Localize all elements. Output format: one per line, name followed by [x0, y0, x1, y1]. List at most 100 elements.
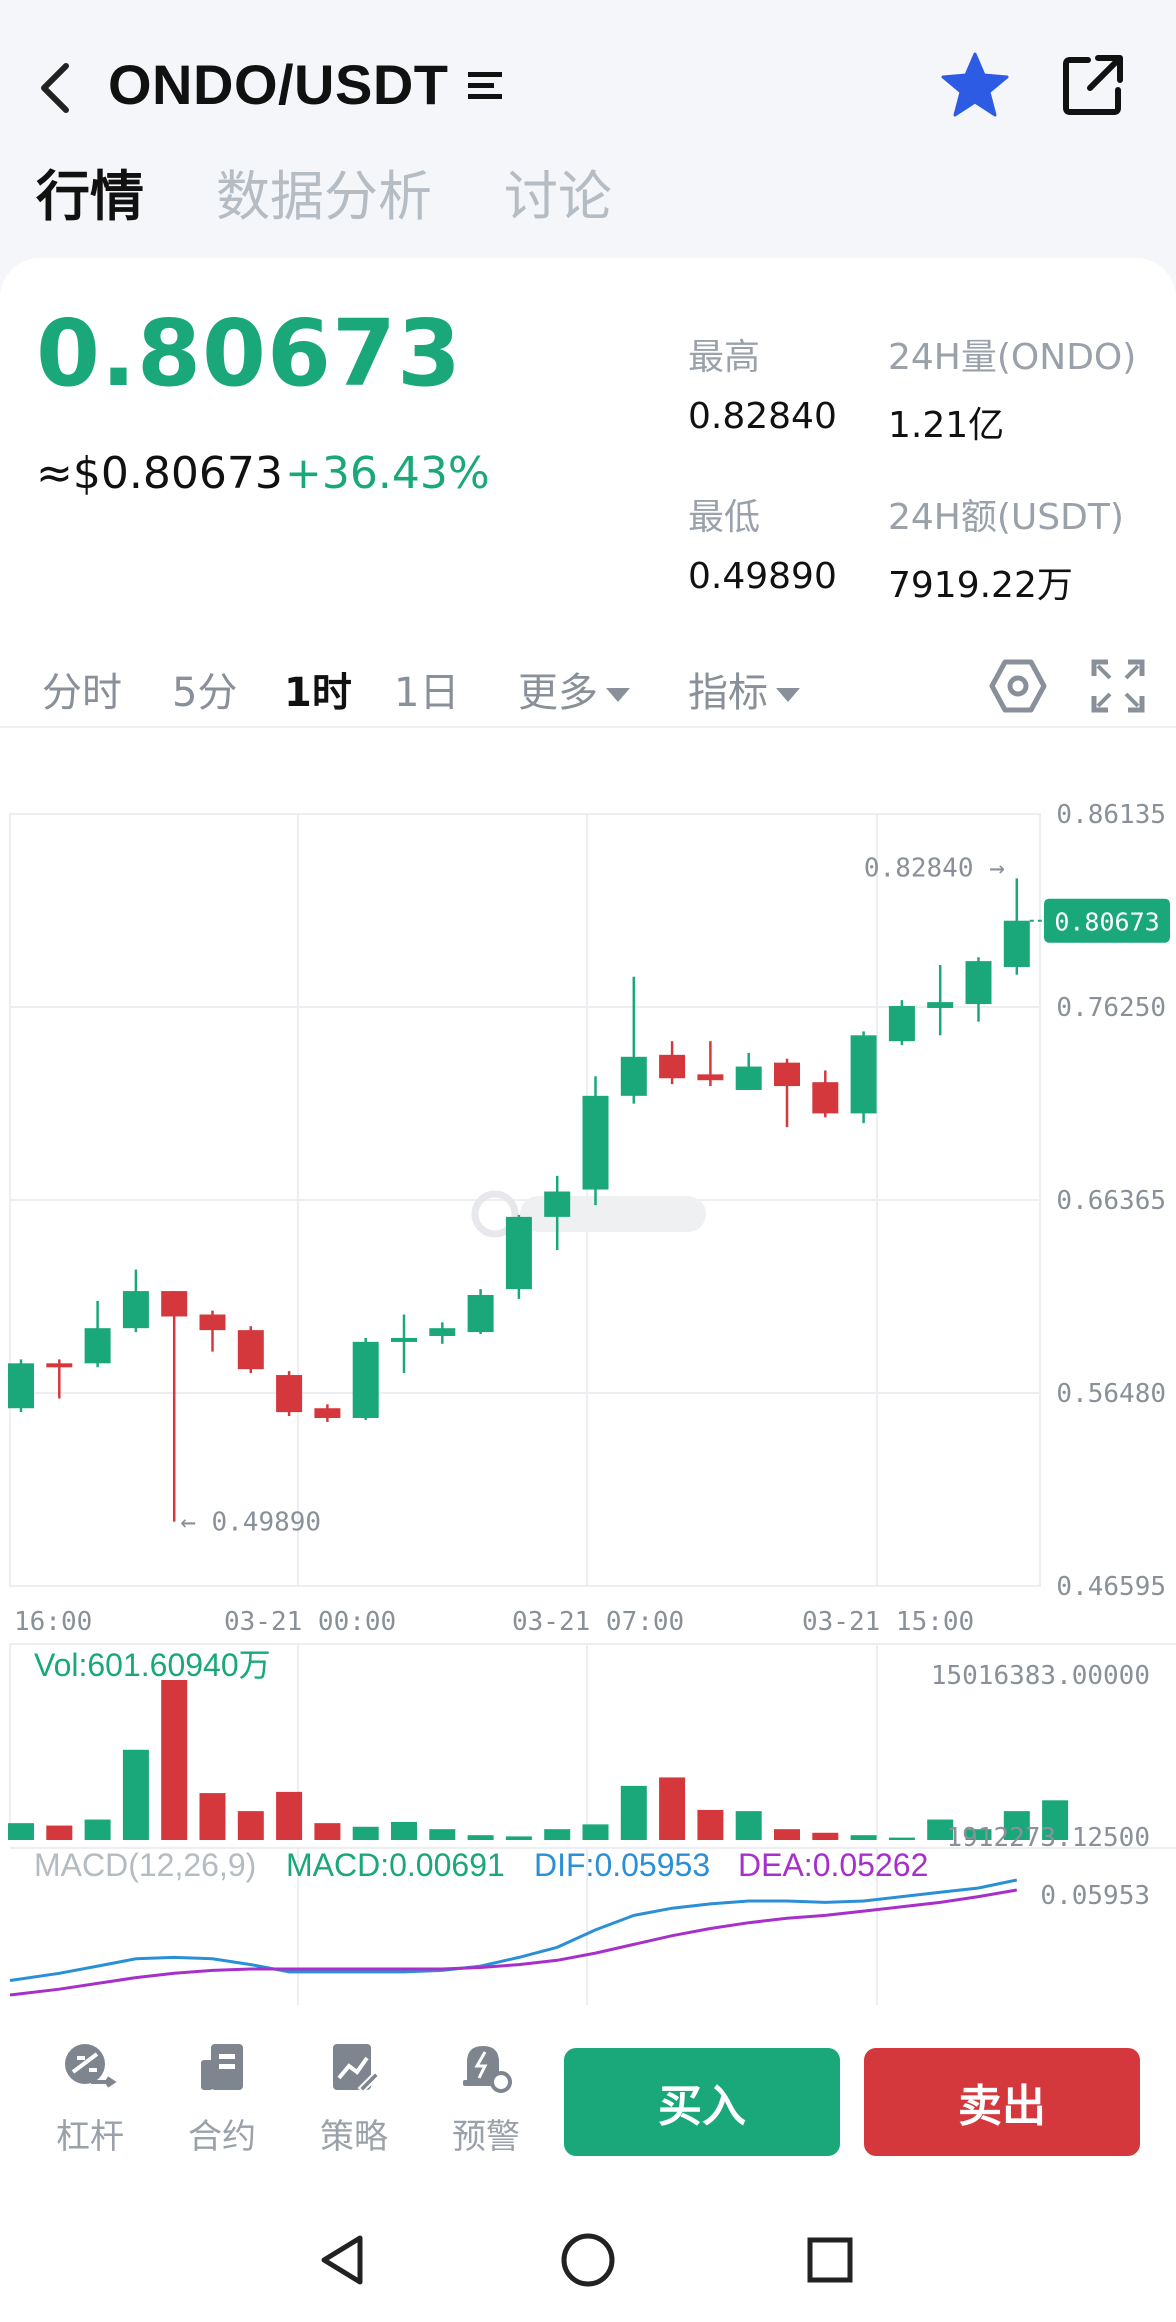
tool-alert[interactable]: 预警 [436, 2040, 536, 2158]
buy-button[interactable]: 买入 [564, 2048, 840, 2156]
share-icon[interactable] [1060, 52, 1126, 118]
tool-leverage-label: 杠杆 [56, 2117, 124, 2157]
volume-bar [46, 1825, 73, 1840]
candle-grid [9, 813, 1041, 1587]
candle-body [659, 1054, 686, 1079]
volume-bar [352, 1826, 379, 1840]
candle-body [505, 1216, 532, 1290]
volume-bar [237, 1811, 264, 1840]
tool-contract[interactable]: 合约 [172, 2040, 272, 2158]
strategy-icon [333, 2044, 381, 2094]
candles [8, 878, 1030, 1522]
time-tick-label: 03-21 15:00 [802, 1607, 974, 1637]
candle-body [161, 1291, 188, 1317]
volume-bar [314, 1823, 341, 1840]
amount-label: 24H额(USDT) [888, 497, 1124, 538]
interval-divider [0, 726, 1176, 728]
volume-bar [620, 1785, 647, 1840]
high-label: 最高 [688, 337, 761, 378]
volume-bar [965, 1829, 992, 1840]
chart-area[interactable]: 0.86135 0.76250 0.66365 0.56480 0.46595 16:0… [0, 780, 1176, 2010]
home-circle-icon[interactable] [558, 2230, 618, 2290]
candle-body [276, 1375, 303, 1413]
candle-body [544, 1191, 571, 1217]
change-percent: +36.43% [285, 448, 490, 499]
candle-body [467, 1294, 494, 1333]
price-tick-label: 0.66365 [1056, 1186, 1166, 1216]
volume-top-label: 15016383.00000 [931, 1661, 1150, 1691]
volume-bar [505, 1836, 532, 1840]
interval-more[interactable]: 更多 [518, 660, 630, 718]
price-tick-label: 0.76250 [1056, 993, 1166, 1023]
dif-line [9, 1878, 1018, 1982]
candle-body [122, 1291, 149, 1329]
fullscreen-icon[interactable] [1088, 656, 1148, 716]
tab-data-analysis[interactable]: 数据分析 [216, 165, 432, 228]
candle-body [697, 1074, 724, 1081]
candle-body [774, 1062, 800, 1087]
tab-market[interactable]: 行情 [36, 152, 144, 231]
tool-alert-label: 预警 [452, 2117, 520, 2157]
tab-discussion[interactable]: 讨论 [504, 165, 612, 228]
dea-line [9, 1888, 1018, 1997]
interval-5m[interactable]: 5分 [172, 670, 238, 716]
indicator-menu[interactable]: 指标 [688, 660, 800, 718]
interval-more-label: 更多 [518, 670, 598, 716]
volume-bar [276, 1791, 303, 1840]
price-tick-label: 0.56480 [1056, 1379, 1166, 1409]
candle-body [888, 1006, 915, 1042]
indicator-menu-label: 指标 [688, 670, 768, 716]
back-triangle-icon[interactable] [316, 2230, 376, 2290]
sell-button[interactable]: 卖出 [864, 2048, 1140, 2156]
top-bar: ONDO/USDT 行情 数据分析 讨论 [0, 0, 1176, 260]
price-axis: 0.86135 0.76250 0.66365 0.56480 0.46595 [1056, 800, 1166, 1602]
candle-body [84, 1328, 111, 1364]
price-tick-label: 0.86135 [1056, 800, 1166, 830]
volume-bar [1042, 1800, 1069, 1840]
caret-down-icon [776, 688, 800, 702]
candle-body [582, 1095, 609, 1190]
volume-bar [697, 1809, 724, 1840]
macd-right-label: 0.05953 [1040, 1881, 1150, 1911]
volume-bar [812, 1832, 839, 1840]
price-markers: 0.82840 → ← 0.49890 0.80673 [180, 853, 1170, 1538]
low-value: 0.49890 [688, 556, 837, 597]
recents-square-icon[interactable] [800, 2230, 860, 2290]
time-tick-label: 16:00 [14, 1607, 92, 1637]
candle-body [199, 1314, 226, 1331]
main-tabs: 行情 数据分析 讨论 [36, 152, 612, 231]
tool-strategy[interactable]: 策略 [304, 2040, 404, 2158]
settings-hexagon-icon[interactable] [988, 656, 1048, 716]
candle-body [391, 1337, 417, 1342]
low-label: 最低 [688, 497, 761, 538]
volume-bar [582, 1824, 609, 1840]
volume-label: 24H量(ONDO) [888, 337, 1137, 378]
tool-contract-label: 合约 [188, 2117, 256, 2157]
volume-bar [659, 1777, 686, 1840]
volume-bar [161, 1680, 188, 1840]
price-tick-label: 0.46595 [1056, 1572, 1166, 1602]
volume-bar [544, 1829, 571, 1840]
macd-params-label: MACD(12,26,9) [34, 1847, 256, 1883]
volume-bar [888, 1837, 915, 1840]
volume-bar [122, 1749, 149, 1840]
candle-body [46, 1363, 73, 1368]
tool-leverage[interactable]: 杠杆 [40, 2040, 140, 2158]
candle-body [8, 1363, 34, 1409]
volume-bar [735, 1811, 762, 1840]
usd-price: ≈$0.80673 [36, 448, 283, 499]
interval-1d[interactable]: 1日 [394, 670, 460, 716]
caret-down-icon [606, 688, 630, 702]
pair-title[interactable]: ONDO/USDT [108, 53, 449, 116]
pair-menu-icon[interactable] [466, 66, 506, 106]
candle-body [735, 1066, 762, 1090]
dif-value-label: DIF:0.05953 [534, 1847, 710, 1883]
last-price-tag [1044, 898, 1170, 943]
time-tick-label: 03-21 07:00 [512, 1607, 684, 1637]
tool-strategy-label: 策略 [320, 2117, 388, 2157]
favorite-star-icon[interactable] [940, 50, 1010, 120]
interval-1h[interactable]: 1时 [284, 670, 352, 716]
back-arrow-icon[interactable] [30, 58, 90, 118]
volume-panel: Vol:601.60940万 15016383.000001912273.1250… [8, 1643, 1176, 1853]
interval-timeshare[interactable]: 分时 [42, 670, 122, 716]
